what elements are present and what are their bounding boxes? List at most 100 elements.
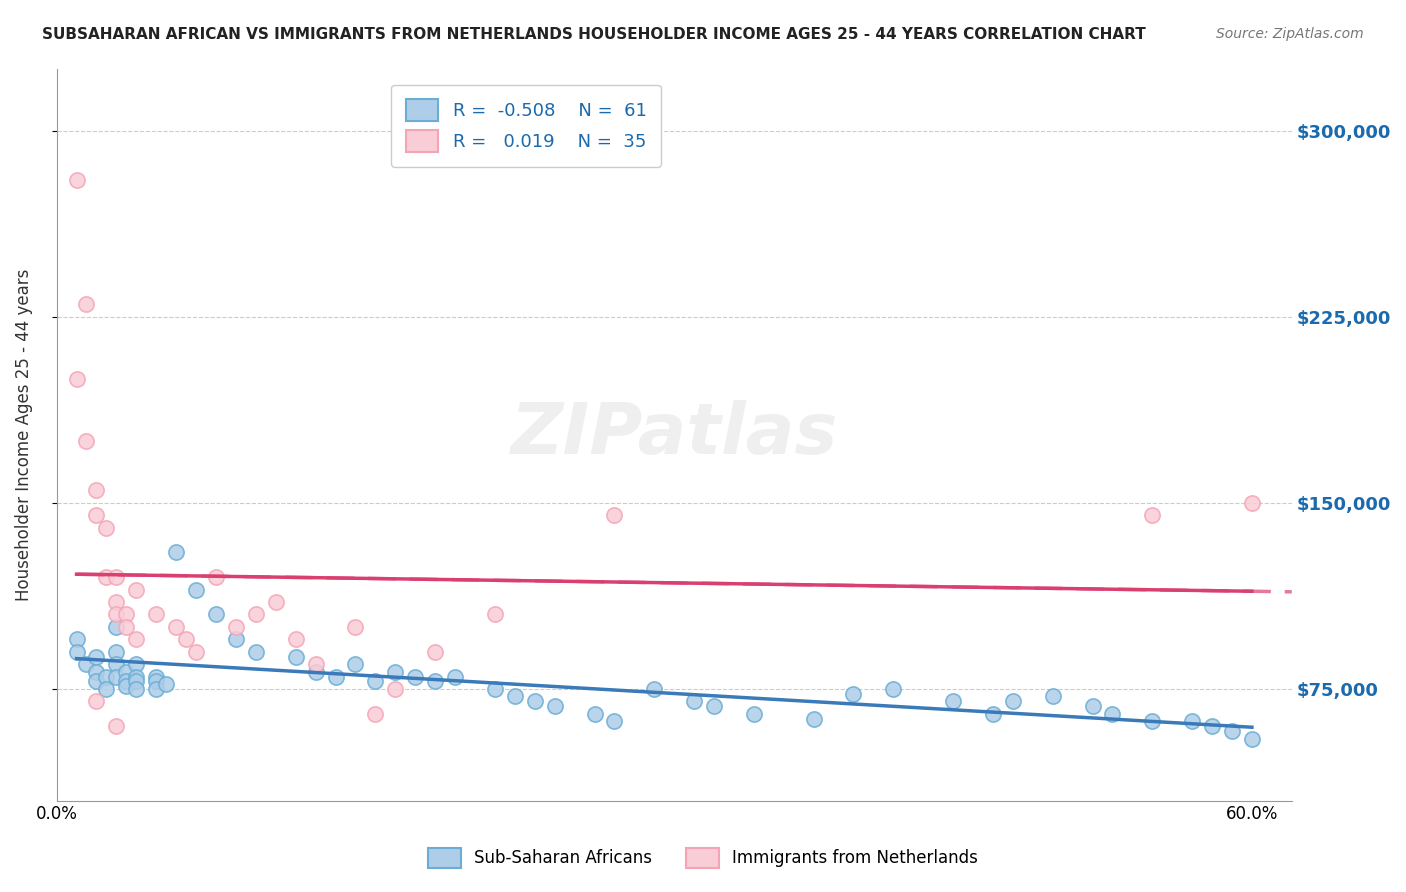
Point: [384, 665, 406, 679]
Point: [225, 620, 247, 634]
Point: [174, 632, 197, 647]
Point: [842, 687, 865, 701]
Point: [65, 645, 87, 659]
Point: [264, 595, 287, 609]
Point: [105, 570, 128, 584]
Point: [145, 681, 167, 696]
Point: [105, 607, 128, 622]
Point: [165, 545, 187, 559]
Point: [423, 645, 446, 659]
Point: [364, 706, 387, 721]
Point: [942, 694, 965, 708]
Text: ZIPatlas: ZIPatlas: [510, 401, 838, 469]
Point: [184, 645, 207, 659]
Point: [245, 607, 267, 622]
Point: [115, 607, 138, 622]
Point: [981, 706, 1004, 721]
Point: [1240, 496, 1263, 510]
Point: [205, 607, 228, 622]
Point: [543, 699, 565, 714]
Point: [245, 645, 267, 659]
Point: [105, 595, 128, 609]
Point: [344, 620, 367, 634]
Point: [1101, 706, 1123, 721]
Point: [115, 665, 138, 679]
Point: [105, 719, 128, 733]
Point: [225, 632, 247, 647]
Point: [284, 632, 307, 647]
Point: [1181, 714, 1204, 729]
Point: [96, 669, 118, 683]
Point: [115, 620, 138, 634]
Point: [86, 508, 108, 523]
Point: [384, 681, 406, 696]
Point: [86, 694, 108, 708]
Point: [1001, 694, 1024, 708]
Point: [503, 690, 526, 704]
Point: [125, 674, 148, 689]
Legend: Sub-Saharan Africans, Immigrants from Netherlands: Sub-Saharan Africans, Immigrants from Ne…: [420, 841, 986, 875]
Point: [86, 649, 108, 664]
Point: [444, 669, 467, 683]
Point: [96, 521, 118, 535]
Point: [344, 657, 367, 672]
Point: [404, 669, 426, 683]
Point: [65, 173, 87, 187]
Point: [284, 649, 307, 664]
Point: [125, 582, 148, 597]
Point: [583, 706, 606, 721]
Point: [484, 681, 506, 696]
Point: [115, 674, 138, 689]
Point: [125, 681, 148, 696]
Point: [325, 669, 347, 683]
Point: [86, 483, 108, 498]
Point: [65, 632, 87, 647]
Point: [155, 677, 177, 691]
Point: [523, 694, 546, 708]
Point: [184, 582, 207, 597]
Point: [423, 674, 446, 689]
Point: [1081, 699, 1104, 714]
Point: [1201, 719, 1223, 733]
Point: [484, 607, 506, 622]
Point: [364, 674, 387, 689]
Point: [1042, 690, 1064, 704]
Point: [603, 508, 626, 523]
Point: [125, 632, 148, 647]
Legend: R =  -0.508    N =  61, R =   0.019    N =  35: R = -0.508 N = 61, R = 0.019 N = 35: [391, 85, 661, 167]
Point: [643, 681, 665, 696]
Point: [76, 297, 98, 311]
Point: [125, 657, 148, 672]
Point: [304, 657, 326, 672]
Point: [1142, 714, 1164, 729]
Point: [86, 674, 108, 689]
Point: [105, 657, 128, 672]
Text: Source: ZipAtlas.com: Source: ZipAtlas.com: [1216, 27, 1364, 41]
Point: [1142, 508, 1164, 523]
Point: [115, 680, 138, 694]
Point: [76, 657, 98, 672]
Point: [86, 665, 108, 679]
Text: SUBSAHARAN AFRICAN VS IMMIGRANTS FROM NETHERLANDS HOUSEHOLDER INCOME AGES 25 - 4: SUBSAHARAN AFRICAN VS IMMIGRANTS FROM NE…: [42, 27, 1146, 42]
Point: [803, 712, 825, 726]
Point: [1240, 731, 1263, 746]
Point: [703, 699, 725, 714]
Point: [742, 706, 765, 721]
Point: [96, 681, 118, 696]
Y-axis label: Householder Income Ages 25 - 44 years: Householder Income Ages 25 - 44 years: [15, 268, 32, 600]
Point: [105, 620, 128, 634]
Point: [76, 434, 98, 448]
Point: [105, 645, 128, 659]
Point: [105, 669, 128, 683]
Point: [304, 665, 326, 679]
Point: [145, 607, 167, 622]
Point: [145, 669, 167, 683]
Point: [205, 570, 228, 584]
Point: [603, 714, 626, 729]
Point: [125, 669, 148, 683]
Point: [1220, 724, 1243, 739]
Point: [165, 620, 187, 634]
Point: [96, 570, 118, 584]
Point: [882, 681, 904, 696]
Point: [683, 694, 706, 708]
